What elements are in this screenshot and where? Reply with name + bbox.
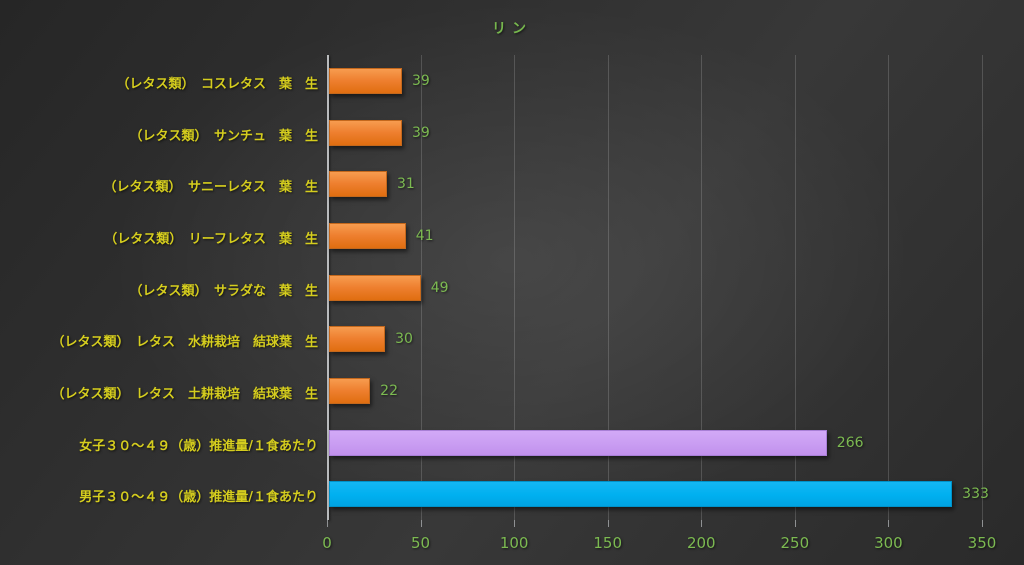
gridline-300 <box>888 55 890 520</box>
category-label: （レタス類） サンチュ 葉 生 <box>129 128 318 144</box>
category-label: （レタス類） レタス 水耕栽培 結球葉 生 <box>51 335 318 351</box>
data-label: 39 <box>411 72 430 89</box>
data-label: 31 <box>397 176 415 193</box>
tick-mark-100 <box>514 520 516 527</box>
x-axis-tick-label: 200 <box>686 534 716 552</box>
x-axis-tick-label: 300 <box>874 534 903 552</box>
bar-orange[interactable] <box>329 119 402 146</box>
category-label: （レタス類） サラダな 葉 生 <box>129 283 318 299</box>
bar-orange[interactable] <box>329 222 406 249</box>
tick-mark-200 <box>701 520 703 527</box>
gridline-250 <box>794 55 796 520</box>
category-label: （レタス類） レタス 土耕栽培 結球葉 生 <box>51 386 318 402</box>
data-label: 22 <box>380 382 398 399</box>
bar-blue[interactable] <box>329 481 953 508</box>
bar-orange[interactable] <box>329 326 386 353</box>
gridline-50 <box>420 55 422 520</box>
gridline-350 <box>982 55 983 520</box>
bar-orange[interactable] <box>329 67 402 94</box>
value-axis-line <box>327 55 329 520</box>
data-label: 49 <box>430 279 449 296</box>
tick-mark-150 <box>607 520 609 527</box>
category-label: （レタス類） サニーレタス 葉 生 <box>103 180 318 196</box>
x-axis-tick-label: 50 <box>411 534 431 552</box>
data-label: 266 <box>836 434 864 451</box>
bar-orange[interactable] <box>329 377 371 404</box>
bar-orange[interactable] <box>329 274 421 301</box>
data-label: 333 <box>962 486 989 503</box>
gridline-200 <box>701 55 703 520</box>
x-axis-tick-label: 150 <box>593 534 623 552</box>
x-axis-tick-label: 250 <box>780 534 810 552</box>
x-axis-tick-label: 100 <box>499 534 529 552</box>
category-label: （レタス類） リーフレタス 葉 生 <box>104 231 318 247</box>
bar-orange[interactable] <box>329 171 387 198</box>
data-label: 41 <box>415 227 434 244</box>
gridline-150 <box>607 55 609 520</box>
category-label: 男子３０～４９（歳）推進量/１食あたり <box>79 490 318 506</box>
data-label: 39 <box>411 124 430 141</box>
data-label: 30 <box>395 331 413 348</box>
tick-mark-350 <box>982 520 983 527</box>
tick-mark-50 <box>420 520 422 527</box>
bar-purple[interactable] <box>329 429 827 456</box>
plot-area <box>327 55 983 520</box>
tick-mark-300 <box>888 520 890 527</box>
category-label: （レタス類） コスレタス 葉 生 <box>116 76 318 92</box>
gridline-100 <box>514 55 516 520</box>
tick-mark-0 <box>327 520 328 527</box>
category-label: 女子３０～４９（歳）推進量/１食あたり <box>79 438 318 454</box>
x-axis-tick-label: 350 <box>967 534 997 552</box>
chart-title: リン <box>492 21 532 37</box>
tick-mark-250 <box>794 520 796 527</box>
x-axis-tick-label: 0 <box>322 534 332 552</box>
